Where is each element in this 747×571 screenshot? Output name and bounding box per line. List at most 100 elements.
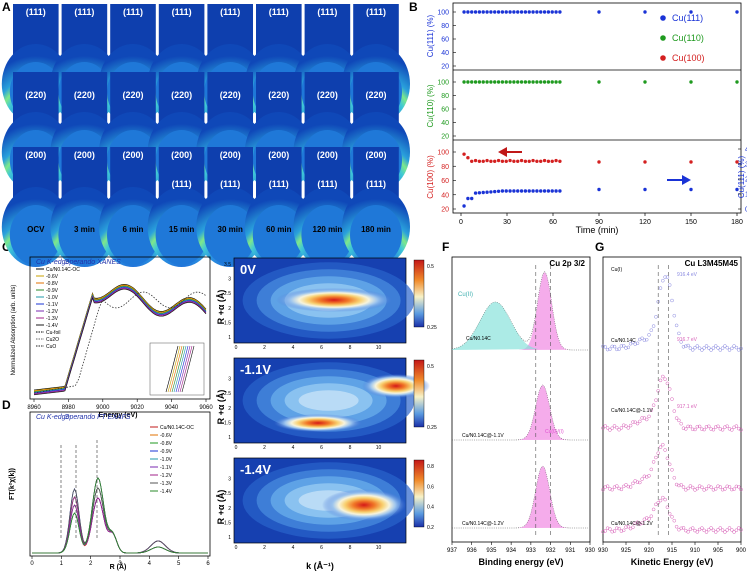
panel-g-auger: Cu L3M45M45 930 925 920 915 910 905 900 Cu(I) Cu… — [598, 256, 747, 567]
b-point-111 — [539, 10, 543, 14]
a-time-label: 3 min — [74, 225, 95, 234]
g-point — [635, 341, 640, 346]
g-point — [690, 348, 695, 352]
g-point — [605, 426, 610, 430]
b-point-111-low — [473, 191, 478, 195]
g-point — [631, 525, 635, 530]
g-point — [695, 486, 700, 491]
b-point-111-low — [550, 189, 554, 193]
b-xtick: 30 — [503, 219, 511, 226]
f-sat-fill — [452, 302, 539, 350]
g-point — [644, 417, 649, 422]
g-point — [702, 346, 706, 350]
g-point — [686, 486, 690, 491]
g-point — [649, 328, 654, 332]
e-ytick: 2.5 — [224, 391, 231, 397]
g-point — [631, 340, 635, 345]
b-point-100 — [558, 159, 562, 163]
g-point — [707, 484, 711, 488]
b-point-111-low — [735, 187, 739, 192]
b-point-110 — [516, 80, 520, 84]
g-point — [720, 346, 725, 350]
g-point — [661, 495, 665, 500]
g-point — [615, 484, 619, 488]
g-point — [739, 528, 743, 532]
panel-label-f: F — [442, 240, 449, 254]
g-point — [658, 498, 663, 503]
g-xtick: 930 — [598, 548, 609, 554]
c-curve — [33, 285, 207, 392]
b-point-111 — [496, 10, 501, 14]
b-ytick-bot-left: 80 — [441, 164, 449, 171]
d-curve — [32, 497, 208, 554]
a-cell: (200) (111) — [196, 147, 265, 267]
c-curve — [33, 287, 207, 394]
panel-a-diffraction-grid: (111) (111) (111) (111) (111) (111) (111) (111)… — [1, 4, 410, 267]
b-point-111 — [473, 10, 478, 14]
c-legend-item: Cu/N0.14C-OC — [46, 267, 80, 273]
d-xlabel: R (Å) — [110, 562, 127, 571]
b-ytick-bot-left: 60 — [441, 178, 449, 185]
b-point-100 — [462, 152, 466, 156]
g-point — [711, 488, 716, 492]
g-point — [663, 497, 667, 502]
e-xtick: 8 — [349, 345, 352, 351]
g-point — [700, 485, 704, 490]
e-xtick: 8 — [349, 445, 352, 451]
b-point-111-low — [597, 187, 601, 192]
g-point — [677, 483, 681, 488]
b-point-111-low — [493, 189, 497, 194]
b-point-110 — [689, 80, 693, 84]
f-peak-fill — [519, 466, 569, 528]
g-point — [716, 346, 720, 350]
g-point — [734, 345, 739, 350]
b-point-111-low — [496, 189, 501, 193]
g-point — [661, 374, 665, 379]
b-xtick: 180 — [731, 219, 743, 226]
e-map: -1.4V 3 2.5 2 1.5 10 2 4 6 8 10 0.8 0.6 0.4 0.2 — [224, 457, 434, 551]
g-xtick: 925 — [621, 548, 632, 554]
g-point — [638, 522, 642, 526]
g-point — [654, 502, 658, 507]
b-point-110 — [550, 80, 554, 84]
g-point — [681, 526, 686, 530]
b-point-100 — [531, 158, 535, 163]
g-point — [638, 480, 642, 485]
g-point — [723, 530, 727, 534]
a-plane-label: (200) — [268, 150, 289, 160]
g-point — [619, 487, 624, 492]
g-point — [608, 347, 612, 351]
a-plane-label: (200) — [317, 150, 338, 160]
b-point-100 — [466, 156, 470, 160]
g-peak-2: 916.7 eV — [677, 337, 698, 343]
f-xtick: 937 — [447, 548, 458, 554]
b-ytick-bot-right: 0 — [745, 207, 747, 214]
g-point — [707, 424, 711, 429]
e-xtick: 2 — [263, 545, 266, 551]
b-ytick-top: 40 — [441, 50, 449, 57]
b-point-100 — [481, 159, 485, 163]
d-curve — [32, 487, 208, 554]
c-inset-curves — [165, 345, 195, 393]
a-plane-label: (111) — [123, 7, 143, 17]
b-point-111-low — [481, 190, 485, 195]
b-point-111 — [531, 10, 535, 14]
g-point — [603, 485, 608, 489]
b-point-111 — [527, 10, 531, 14]
e-ytick: 1.5 — [224, 520, 231, 526]
d-legend-item: -0.6V — [160, 433, 173, 439]
a-plane-label: (220) — [25, 90, 46, 100]
a-plane-label: (220) — [268, 90, 289, 100]
g-point — [619, 344, 624, 348]
g-point — [734, 484, 739, 489]
b-ylabel-100: Cu(100) (%) — [426, 155, 435, 199]
a-time-label: 60 min — [266, 225, 291, 234]
d-xtick: 1 — [60, 561, 64, 567]
g-point — [605, 484, 610, 488]
b-point-111-low — [519, 189, 524, 193]
g-point — [601, 530, 605, 534]
g-point — [621, 344, 626, 348]
b-point-100 — [493, 159, 497, 163]
e-ytick: 3 — [228, 477, 231, 483]
c-curve — [33, 284, 207, 391]
